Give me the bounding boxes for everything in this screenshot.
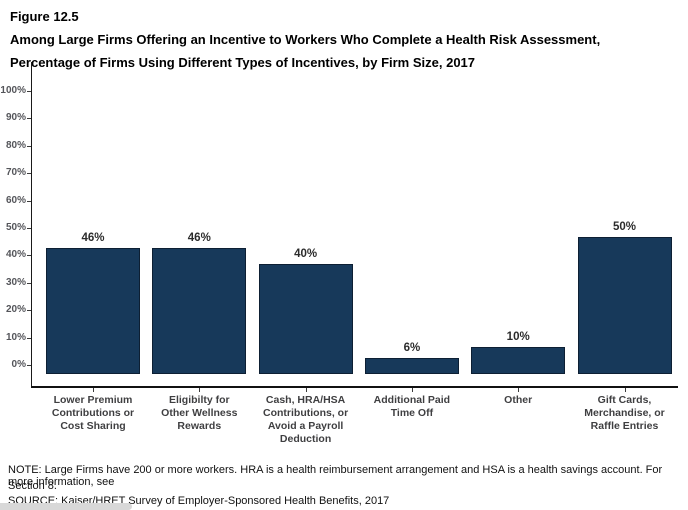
y-axis-tick-mark [27, 145, 31, 147]
y-axis-tick-mark [27, 365, 31, 366]
figure-title-line-2: Percentage of Firms Using Different Type… [10, 55, 476, 70]
y-axis-tick-mark [27, 310, 31, 312]
y-axis-tick-label: 50% [5, 222, 26, 233]
x-axis-tick-mark [624, 388, 626, 392]
y-axis-tick-mark [27, 118, 31, 120]
y-axis-tick-label: 20% [5, 304, 26, 316]
x-axis-tick-mark [199, 388, 201, 392]
figure-number: Figure 12.5 [10, 9, 79, 24]
bar-6 [577, 237, 672, 374]
y-axis-tick-mark [27, 255, 31, 257]
x-axis-line [31, 386, 678, 388]
bar-3 [258, 264, 353, 374]
y-axis-tick-label: 80% [5, 139, 26, 151]
y-axis-tick-label: 0% [11, 359, 26, 370]
bar-5 [471, 346, 566, 374]
bar-2 [152, 247, 247, 374]
x-axis-tick-mark [411, 388, 413, 392]
bar-value-label: 10% [506, 330, 530, 343]
figure-title-line-1: Among Large Firms Offering an Incentive … [10, 32, 601, 47]
x-axis-category-label: Lower Premium Contributions or Cost Shar… [51, 394, 135, 432]
y-axis-tick-mark [27, 200, 31, 202]
x-axis-tick-mark [518, 388, 520, 392]
y-axis-tick-label: 10% [5, 331, 26, 343]
horizontal-scrollbar-thumb[interactable] [0, 503, 132, 510]
x-axis-category-label: Other [504, 394, 533, 406]
figure-header: Figure 12.5 Among Large Firms Offering a… [10, 6, 680, 74]
y-axis-tick-mark [27, 173, 31, 175]
y-axis-tick-label: 40% [5, 249, 26, 261]
bar-value-label: 46% [187, 231, 211, 244]
x-axis-category-label: Cash, HRA/HSA Contributions, or Avoid a … [263, 394, 349, 445]
bar-value-label: 46% [81, 231, 105, 244]
y-axis-tick-mark [27, 91, 31, 92]
x-axis-tick-mark [305, 388, 307, 392]
x-axis-tick-mark [93, 388, 94, 392]
bar-value-label: 40% [294, 248, 318, 261]
y-axis-tick-mark [27, 337, 31, 339]
bar-value-label: 50% [612, 221, 637, 233]
y-axis-tick-label: 30% [5, 276, 26, 288]
x-axis-category-label: Eligibilty for Other Wellness Rewards [161, 394, 238, 432]
y-axis-tick-mark [27, 282, 31, 284]
x-axis-category-label: Additional Paid Time Off [373, 394, 451, 419]
note-text-line-2: Section 8. [8, 480, 57, 492]
bar-4 [364, 357, 459, 374]
y-axis-tick-label: 100% [0, 85, 26, 96]
y-axis-tick-label: 60% [5, 194, 26, 206]
y-axis-tick-label: 70% [5, 167, 26, 179]
x-axis-category-label: Gift Cards, Merchandise, or Raffle Entri… [584, 394, 665, 432]
note-text-line-1: NOTE: Large Firms have 200 or more worke… [8, 464, 663, 488]
y-axis-tick-label: 90% [5, 112, 26, 124]
bar-value-label: 6% [403, 341, 421, 354]
y-axis-tick-mark [27, 228, 31, 229]
bar-chart: 0% 10% 20% 30% 40% 50% 60% 70% 80% 90% 100% 46% Lowe… [0, 62, 678, 445]
y-axis-line [31, 62, 32, 388]
bar-1 [46, 247, 140, 374]
